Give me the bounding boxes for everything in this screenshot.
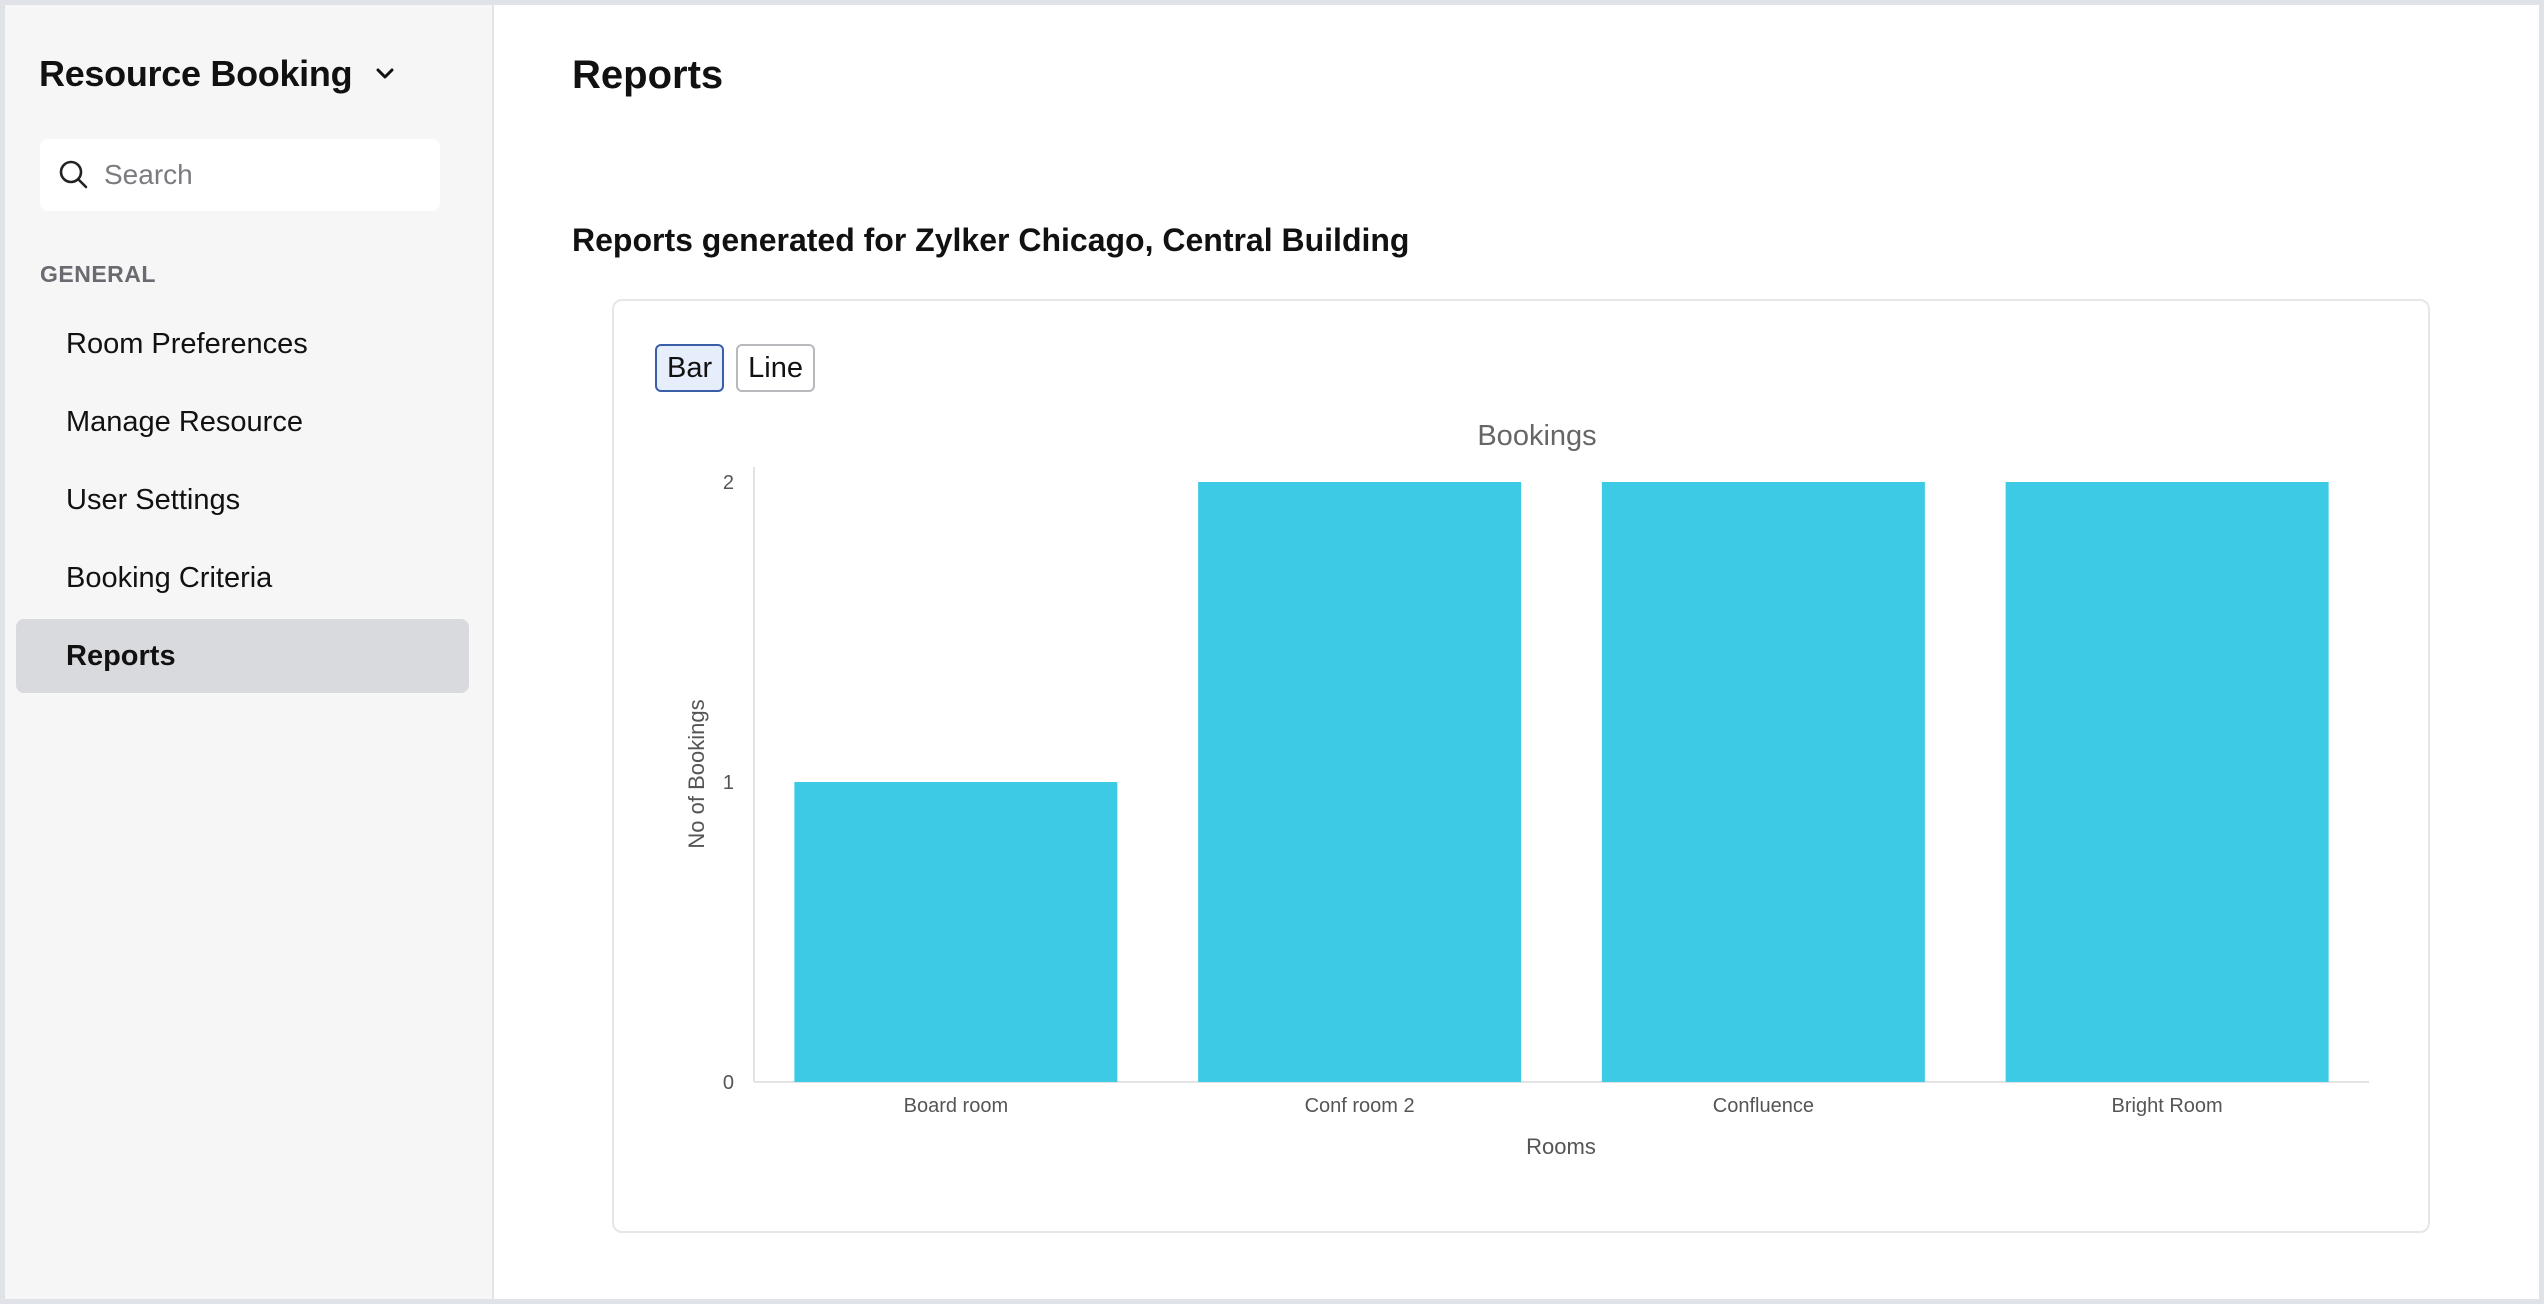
chart-type-toggle: Bar Line: [655, 344, 815, 392]
bar[interactable]: [1601, 482, 1925, 1082]
app-switcher[interactable]: Resource Booking: [39, 53, 396, 95]
bar[interactable]: [794, 782, 1118, 1082]
y-tick-label: 2: [723, 472, 734, 494]
page-title: Reports: [572, 53, 724, 97]
chart-title: Bookings: [1477, 420, 1596, 452]
report-heading: Reports generated for Zylker Chicago, Ce…: [572, 222, 1410, 258]
y-tick-label: 1: [723, 772, 734, 794]
sidebar-item-manage-resource[interactable]: Manage Resource: [66, 405, 303, 438]
x-axis-label: Rooms: [1526, 1134, 1596, 1159]
x-tick-label: Bright Room: [2112, 1095, 2223, 1117]
search-icon: [58, 159, 90, 191]
chart-card: Bookings 0 1 2 Board room Conf room 2 Conflu…: [612, 299, 2430, 1233]
sidebar-item-user-settings[interactable]: User Settings: [66, 483, 241, 516]
search-input[interactable]: [104, 159, 404, 191]
y-axis-label: No of Bookings: [684, 699, 709, 848]
sidebar-nav: Room Preferences Manage Resource User Se…: [16, 307, 469, 697]
main-content: Reports Reports generated for Zylker Chi…: [494, 5, 2539, 1299]
chevron-down-icon: [374, 63, 396, 85]
app-title: Resource Booking: [39, 53, 353, 94]
x-tick-label: Conf room 2: [1305, 1095, 1415, 1117]
bar[interactable]: [2005, 482, 2329, 1082]
bar-series: [794, 482, 2329, 1082]
x-tick-labels: Board room Conf room 2 Confluence Bright Ro…: [904, 1095, 2223, 1117]
app-window: Resource Booking GENERAL Room Preference…: [5, 5, 2539, 1299]
sidebar-item-room-preferences[interactable]: Room Preferences: [66, 327, 308, 360]
x-tick-label: Confluence: [1713, 1095, 1814, 1117]
sidebar: Resource Booking GENERAL Room Preference…: [5, 5, 494, 1299]
sidebar-item-reports[interactable]: Reports: [16, 619, 469, 693]
section-label-general: GENERAL: [40, 261, 156, 287]
x-tick-label: Board room: [904, 1095, 1009, 1117]
y-tick-labels: 0 1 2: [723, 472, 734, 1094]
y-tick-label: 0: [723, 1072, 734, 1094]
search-box[interactable]: [40, 139, 440, 211]
bookings-chart: Bookings 0 1 2 Board room Conf room 2 Conflu…: [684, 420, 2369, 1159]
sidebar-item-booking-criteria[interactable]: Booking Criteria: [66, 561, 273, 594]
line-chart-button[interactable]: Line: [736, 344, 815, 392]
bar[interactable]: [1198, 482, 1522, 1082]
bar-chart-button[interactable]: Bar: [655, 344, 725, 392]
